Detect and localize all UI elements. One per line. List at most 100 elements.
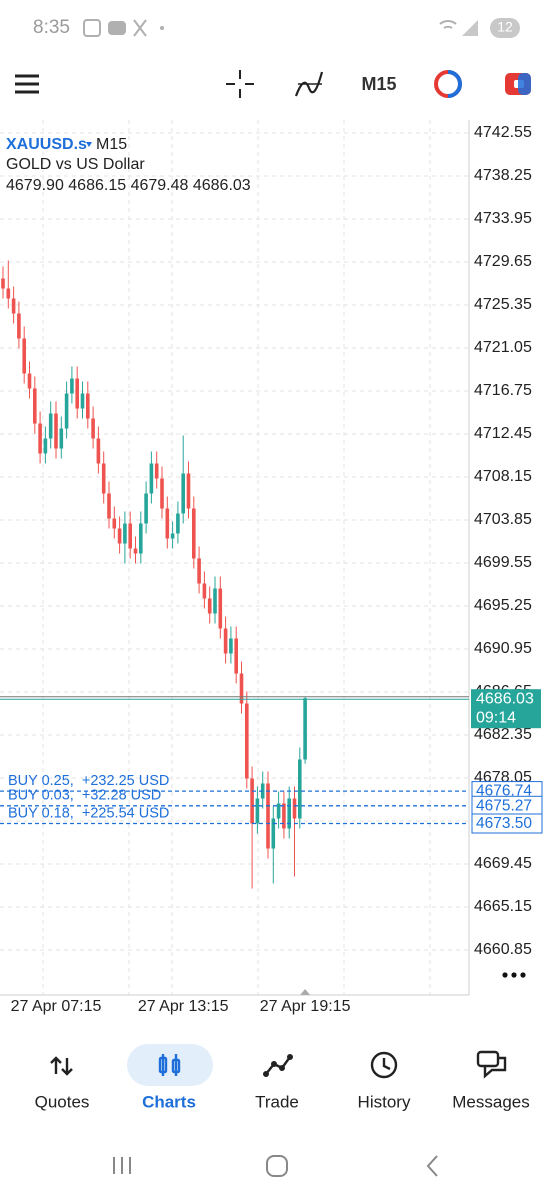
timeframe-button[interactable]: M15 <box>361 74 396 94</box>
ohlc: 4679.90 4686.15 4679.48 4686.03 <box>6 177 251 194</box>
symbol-description: GOLD vs US Dollar <box>6 156 145 173</box>
candle-body <box>160 478 164 509</box>
candle-body <box>133 548 138 554</box>
candle-body <box>192 508 196 559</box>
candle-body <box>17 313 21 339</box>
system-nav <box>113 1155 438 1177</box>
candle-body <box>202 583 207 599</box>
trade-button[interactable] <box>434 70 462 98</box>
nav-tab[interactable]: Trade <box>255 1092 299 1111</box>
shift-marker <box>300 989 311 995</box>
nav-tab[interactable]: Charts <box>142 1092 196 1111</box>
candle-body <box>255 798 260 824</box>
indicators-button[interactable] <box>294 71 324 97</box>
crosshair-button[interactable] <box>226 70 254 98</box>
x-tick-label: 27 Apr 13:15 <box>138 998 229 1015</box>
symbol-dropdown[interactable] <box>86 142 92 147</box>
y-tick-label: 4695.25 <box>474 597 532 614</box>
y-tick-label: 4725.35 <box>474 296 532 313</box>
bar-countdown: 09:14 <box>476 709 516 726</box>
y-tick-label: 4742.55 <box>474 124 532 141</box>
status-time: 8:35 <box>33 17 70 38</box>
y-tick-label: 4729.65 <box>474 253 532 270</box>
menu-button[interactable] <box>15 74 39 94</box>
battery <box>490 18 520 38</box>
y-tick-label: 4699.55 <box>474 554 532 571</box>
nav-icons <box>50 1050 507 1079</box>
candle-body <box>91 418 95 439</box>
y-tick-label: 4703.85 <box>474 511 532 528</box>
candle-body <box>54 413 58 449</box>
candle-body <box>197 558 201 584</box>
chart-timeframe: M15 <box>96 136 127 153</box>
chart-area <box>0 120 469 995</box>
y-tick-label: 4708.15 <box>474 468 532 485</box>
candle-body <box>149 463 154 494</box>
candle-body <box>303 698 307 760</box>
candle-body <box>43 438 48 454</box>
y-tick-label: 4712.45 <box>474 425 532 442</box>
y-tick-label: 4665.15 <box>474 898 532 915</box>
candle-body <box>276 803 281 819</box>
candle-body <box>181 473 185 514</box>
candle-body <box>86 393 90 419</box>
candle-body <box>186 473 191 509</box>
candle-body <box>139 523 143 554</box>
position-price-label: 4675.27 <box>476 797 532 814</box>
candle-body <box>27 373 32 389</box>
position-text: BUY 0.03, +32.28 USD <box>8 788 161 804</box>
candle-body <box>112 518 117 529</box>
position-price-label: 4673.50 <box>476 815 532 832</box>
candle-body <box>123 523 127 544</box>
y-tick-label: 4716.75 <box>474 382 532 399</box>
candle-body <box>170 533 175 539</box>
y-tick-label: 4738.25 <box>474 167 532 184</box>
candle-body <box>1 278 5 289</box>
one-click-button[interactable] <box>505 73 531 95</box>
candle-body <box>271 818 276 849</box>
candle-body <box>207 598 212 614</box>
candle-body <box>176 513 180 534</box>
candle-body <box>128 523 132 549</box>
y-tick-label: 4660.85 <box>474 941 532 958</box>
x-tick-label: 27 Apr 07:15 <box>11 998 102 1015</box>
more-button[interactable] <box>502 972 526 978</box>
candle-body <box>33 388 37 424</box>
candle-body <box>38 423 42 454</box>
candle-body <box>287 798 291 829</box>
candle-body <box>239 673 244 704</box>
symbol[interactable]: XAUUSD.s <box>6 136 87 153</box>
candle-body <box>48 413 53 439</box>
candle-body <box>282 803 286 829</box>
current-price-box <box>471 689 541 729</box>
candle-body <box>75 378 79 409</box>
candle-body <box>250 778 254 824</box>
status-icons <box>83 19 478 37</box>
y-tick-label: 4690.95 <box>474 640 532 657</box>
nav-tab[interactable]: Quotes <box>35 1092 90 1111</box>
candle-body <box>229 638 233 654</box>
candle-body <box>117 528 122 544</box>
candle-body <box>213 588 217 614</box>
candle-body <box>107 493 111 519</box>
nav-tab[interactable]: Messages <box>452 1092 529 1111</box>
vertical-grid <box>42 120 431 995</box>
y-tick-label: 4669.45 <box>474 855 532 872</box>
candle-body <box>144 493 148 524</box>
candle-body <box>223 628 228 654</box>
candle-body <box>59 428 64 449</box>
position-price-label: 4676.74 <box>476 783 532 800</box>
candle-body <box>165 508 170 539</box>
position-text: BUY 0.25, +232.25 USD <box>8 773 169 789</box>
nav-tab[interactable]: History <box>358 1092 411 1111</box>
candle-body <box>80 393 85 409</box>
candle-body <box>266 783 270 849</box>
candle-body <box>101 463 106 494</box>
battery-level: 12 <box>497 19 513 35</box>
candle-body <box>22 338 26 374</box>
y-tick-label: 4733.95 <box>474 210 532 227</box>
current-price-label: 4686.03 <box>476 690 534 707</box>
position-text: BUY 0.18, +225.54 USD <box>8 805 169 821</box>
